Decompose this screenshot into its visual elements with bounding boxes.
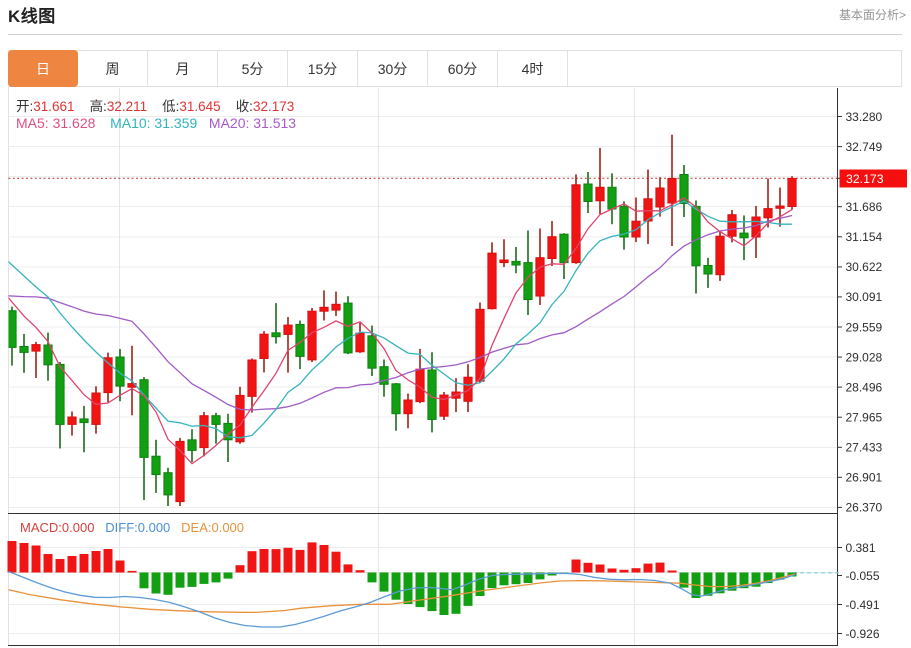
svg-text:-0.055: -0.055 xyxy=(846,569,880,583)
svg-text:29.559: 29.559 xyxy=(846,320,883,334)
svg-text:29.028: 29.028 xyxy=(846,350,883,364)
svg-text:30.091: 30.091 xyxy=(846,290,883,304)
svg-text:0.381: 0.381 xyxy=(846,541,876,555)
svg-text:32.173: 32.173 xyxy=(846,172,884,186)
svg-text:31.686: 31.686 xyxy=(846,200,883,214)
svg-text:28.496: 28.496 xyxy=(846,380,883,394)
svg-text:26.901: 26.901 xyxy=(846,471,883,485)
svg-text:32.749: 32.749 xyxy=(846,140,883,154)
svg-text:-0.926: -0.926 xyxy=(846,627,880,641)
svg-text:30.622: 30.622 xyxy=(846,260,883,274)
svg-text:-0.491: -0.491 xyxy=(846,598,880,612)
svg-text:31.154: 31.154 xyxy=(846,230,883,244)
svg-text:27.433: 27.433 xyxy=(846,441,883,455)
svg-text:27.965: 27.965 xyxy=(846,411,883,425)
svg-text:33.280: 33.280 xyxy=(846,110,883,124)
svg-text:26.370: 26.370 xyxy=(846,501,883,515)
